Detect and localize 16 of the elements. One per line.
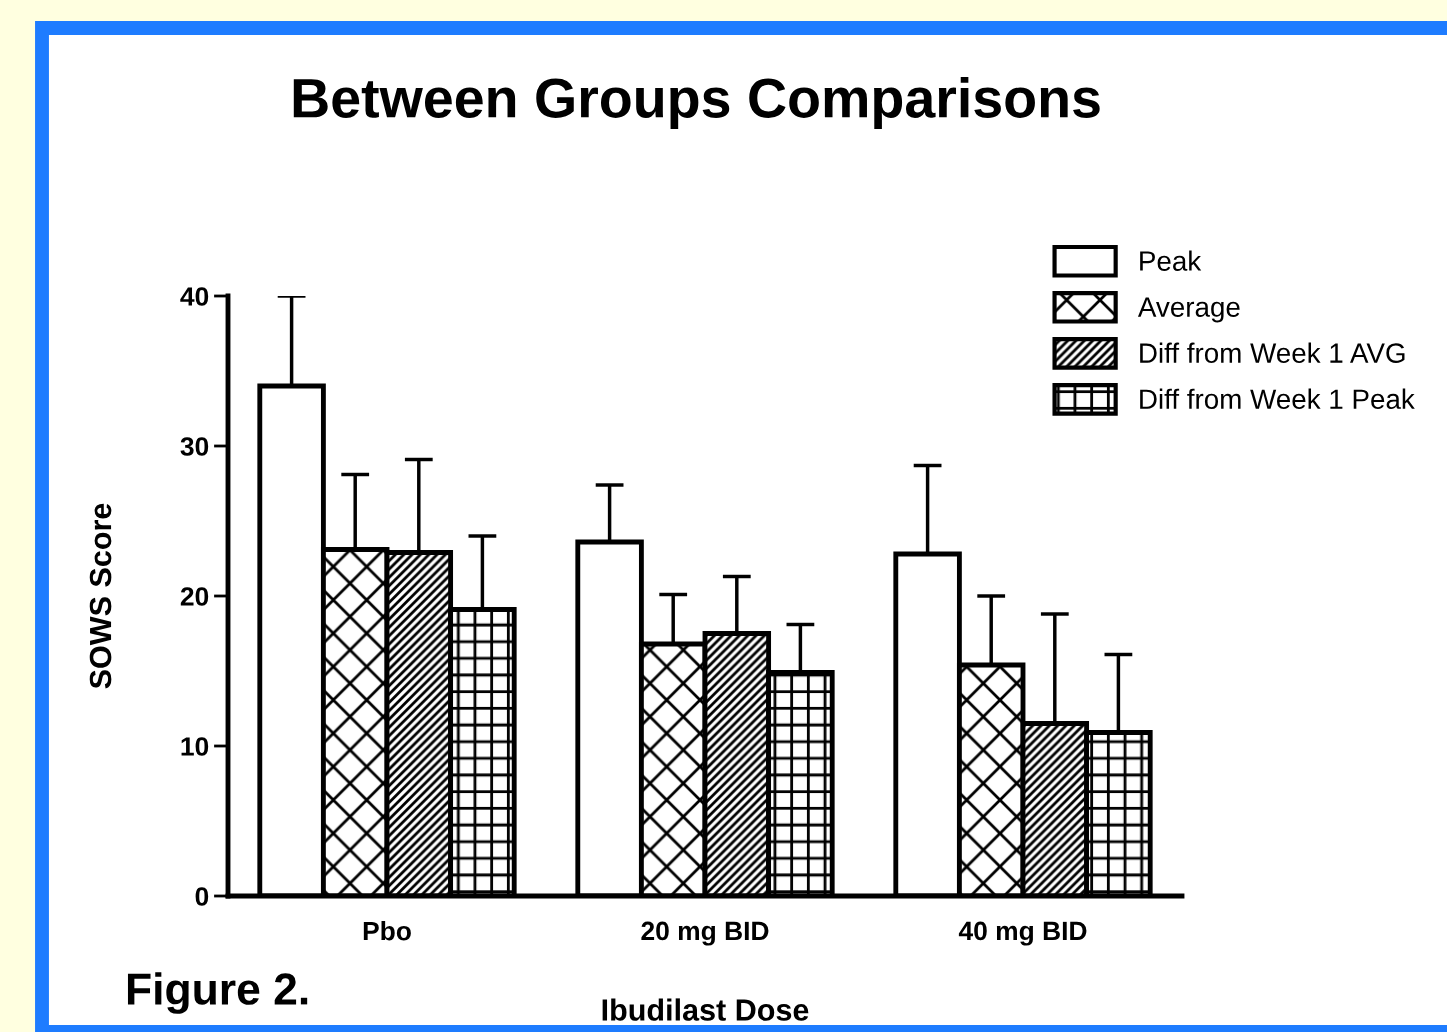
legend-label: Diff from Week 1 Peak: [1140, 388, 1415, 410]
y-tick-label: 40: [180, 287, 209, 306]
caption: Figure 2.: [127, 972, 308, 1014]
x-axis-title: Ibudilast Dose: [602, 998, 809, 1021]
y-tick-label: 30: [180, 437, 209, 456]
y-tick-label: 0: [195, 887, 209, 906]
y-tick-label: 10: [181, 737, 209, 756]
y-axis-title: SOWS Score: [89, 503, 112, 689]
y-tick-label: 20: [180, 587, 209, 606]
legend-label: Average: [1137, 297, 1240, 323]
x-tick-label: 40 mg BID: [958, 921, 1087, 946]
x-tick-label: 20 mg BID: [641, 921, 769, 946]
chart-title: Between Groups Comparisons: [293, 77, 1100, 129]
x-tick-label: Pbo: [363, 921, 411, 941]
legend-label: Peak: [1140, 250, 1202, 271]
legend-label: Diff from Week 1 AVG: [1140, 342, 1405, 363]
